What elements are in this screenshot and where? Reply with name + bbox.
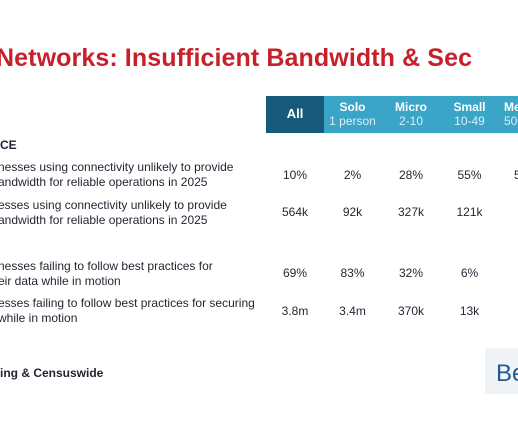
column-header-sub: 1 person	[329, 113, 376, 128]
column-header-name: All	[286, 106, 304, 122]
table-cell: 13k	[459, 304, 480, 318]
table-cell: 3.8m	[281, 304, 309, 318]
table-cell: 69%	[282, 266, 308, 280]
column-header-solo: Solo 1 person	[324, 96, 381, 133]
source-note: ing & Censuswide	[0, 366, 104, 380]
column-header-sub: 50	[504, 113, 518, 128]
table-cell: 121k	[456, 205, 483, 219]
table-cell: 327k	[397, 205, 425, 219]
column-header-sub: 2-10	[398, 113, 424, 128]
column-header-sub: 10-49	[454, 113, 485, 128]
column-header-name: Me	[504, 100, 518, 115]
column-header-all: All	[266, 96, 324, 133]
table-cell: 5	[514, 168, 518, 182]
slide-title: Networks: Insufficient Bandwidth & Sec	[0, 44, 473, 72]
table-cell: 370k	[397, 304, 425, 318]
column-header-name: Micro	[394, 100, 427, 115]
logo-text: Be	[496, 360, 518, 387]
table-cell: 3.4m	[339, 304, 366, 318]
table-cell: 28%	[398, 168, 424, 182]
column-header-name: Solo	[339, 100, 366, 115]
table-cell: 564k	[281, 205, 309, 219]
row-label: esses using connectivity unlikely to pro…	[0, 198, 227, 227]
row-label: esses failing to follow best practices f…	[0, 296, 255, 325]
table-cell: 32%	[398, 266, 424, 280]
table-cell: 92k	[342, 205, 363, 219]
table-cell: 6%	[460, 266, 479, 280]
table-cell: 2%	[343, 168, 362, 182]
column-header-small: Small 10-49	[441, 96, 498, 133]
table-cell: 10%	[282, 168, 308, 182]
table-cell: 55%	[457, 168, 482, 182]
row-label: nesses failing to follow best practices …	[0, 259, 213, 288]
brand-logo: Be	[485, 348, 518, 394]
table-cell: 83%	[340, 266, 365, 280]
section-label: CE	[0, 138, 17, 152]
column-header-micro: Micro 2-10	[381, 96, 441, 133]
column-header-name: Small	[453, 100, 486, 115]
column-header-medium: Me 50	[498, 96, 518, 133]
row-label: nesses using connectivity unlikely to pr…	[0, 160, 234, 189]
